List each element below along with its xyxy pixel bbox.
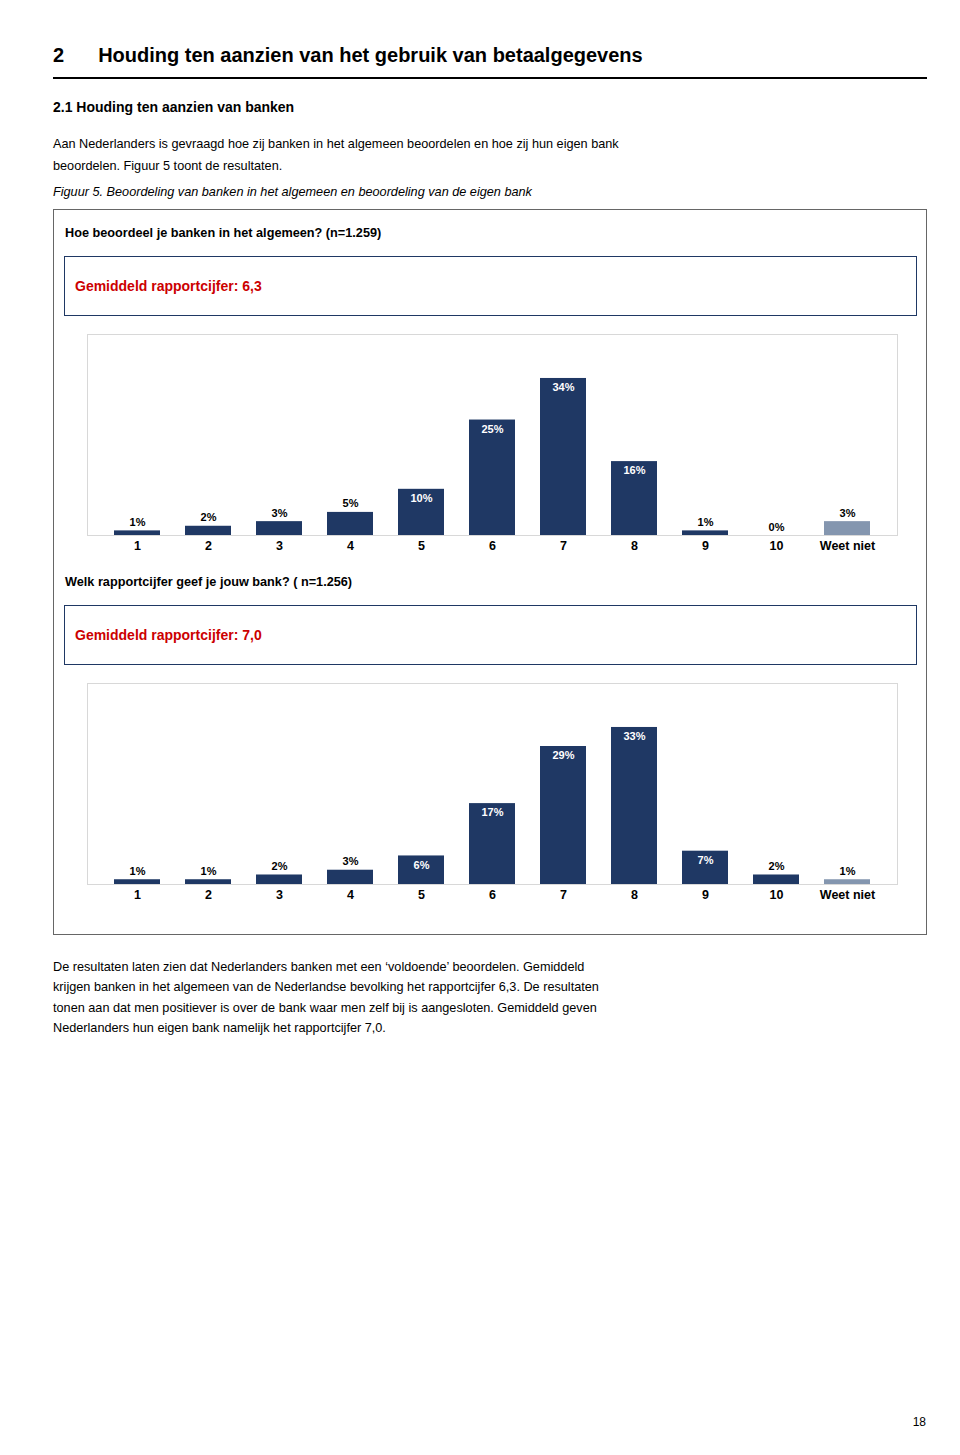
svg-text:2: 2: [205, 888, 212, 902]
html-text:Houding ten aanzien van het ge: Houding ten aanzien van het gebruik van …: [98, 44, 643, 66]
html-text:Figuur 5. Beoordeling van bank: Figuur 5. Beoordeling van banken in het …: [53, 185, 532, 199]
html-text:2: 2: [53, 44, 65, 66]
svg-text:3: 3: [276, 888, 283, 902]
svg-text:3%: 3%: [343, 855, 359, 867]
svg-text:Weet niet: Weet niet: [820, 888, 876, 902]
html-text:Gemiddeld rapportcijfer: 6,3: Gemiddeld rapportcijfer: 6,3: [75, 278, 262, 294]
html-text:Gemiddeld rapportcijfer: 7,0: Gemiddeld rapportcijfer: 7,0: [75, 627, 262, 643]
html-text:Aan Nederlanders is gevraagd h: Aan Nederlanders is gevraagd hoe zij ban…: [53, 137, 619, 151]
svg-text:1%: 1%: [201, 865, 217, 877]
svg-text:2%: 2%: [272, 860, 288, 872]
svg-text:8: 8: [631, 539, 638, 553]
svg-text:5%: 5%: [343, 497, 359, 509]
html-text:krijgen banken in het algemeen: krijgen banken in het algemeen van de Ne…: [53, 980, 599, 995]
svg-text:Weet niet: Weet niet: [820, 539, 876, 553]
svg-text:7: 7: [560, 539, 567, 553]
svg-text:5: 5: [418, 539, 425, 553]
svg-text:2%: 2%: [201, 511, 217, 523]
svg-text:6%: 6%: [414, 859, 430, 871]
svg-text:7: 7: [560, 888, 567, 902]
html-text:De resultaten laten zien dat N: De resultaten laten zien dat Nederlander…: [53, 960, 585, 974]
svg-text:25%: 25%: [481, 423, 503, 435]
svg-text:1: 1: [134, 888, 141, 902]
svg-text:34%: 34%: [552, 381, 574, 393]
svg-text:4: 4: [347, 888, 354, 902]
html-text:18: 18: [912, 1415, 926, 1429]
svg-text:3: 3: [276, 539, 283, 553]
svg-text:1%: 1%: [130, 516, 146, 528]
svg-text:9: 9: [702, 539, 709, 553]
html-text:Welk rapportcijfer geef je jou: Welk rapportcijfer geef je jouw bank? ( …: [65, 575, 353, 589]
svg-text:1%: 1%: [840, 865, 856, 877]
svg-text:5: 5: [418, 888, 425, 902]
html-text:Hoe beoordeel je banken in het: Hoe beoordeel je banken in het algemeen?…: [65, 226, 382, 240]
html-text:Nederlanders hun eigen bank na: Nederlanders hun eigen bank namelijk het…: [53, 1020, 386, 1035]
html-text:2.1 Houding ten aanzien van ba: 2.1 Houding ten aanzien van banken: [53, 99, 295, 115]
svg-text:33%: 33%: [623, 730, 645, 742]
svg-text:1%: 1%: [130, 865, 146, 877]
svg-text:10%: 10%: [410, 492, 432, 504]
svg-text:1%: 1%: [698, 516, 714, 528]
svg-text:2%: 2%: [769, 860, 785, 872]
svg-text:8: 8: [631, 888, 638, 902]
svg-text:17%: 17%: [481, 806, 503, 818]
svg-text:1: 1: [134, 539, 141, 553]
svg-text:29%: 29%: [552, 749, 574, 761]
svg-text:2: 2: [205, 539, 212, 553]
svg-text:10: 10: [770, 539, 784, 553]
svg-text:16%: 16%: [623, 464, 645, 476]
svg-text:3%: 3%: [272, 507, 288, 519]
html-text:beoordelen. Figuur 5 toont de: beoordelen. Figuur 5 toont de resultaten…: [53, 159, 283, 173]
svg-text:7%: 7%: [698, 854, 714, 866]
svg-text:4: 4: [347, 539, 354, 553]
svg-text:0%: 0%: [769, 521, 785, 533]
svg-text:3%: 3%: [840, 507, 856, 519]
svg-text:10: 10: [770, 888, 784, 902]
svg-text:6: 6: [489, 888, 496, 902]
svg-text:6: 6: [489, 539, 496, 553]
html-text:tonen aan dat men positiever i: tonen aan dat men positiever is over de …: [53, 1000, 597, 1015]
svg-text:9: 9: [702, 888, 709, 902]
